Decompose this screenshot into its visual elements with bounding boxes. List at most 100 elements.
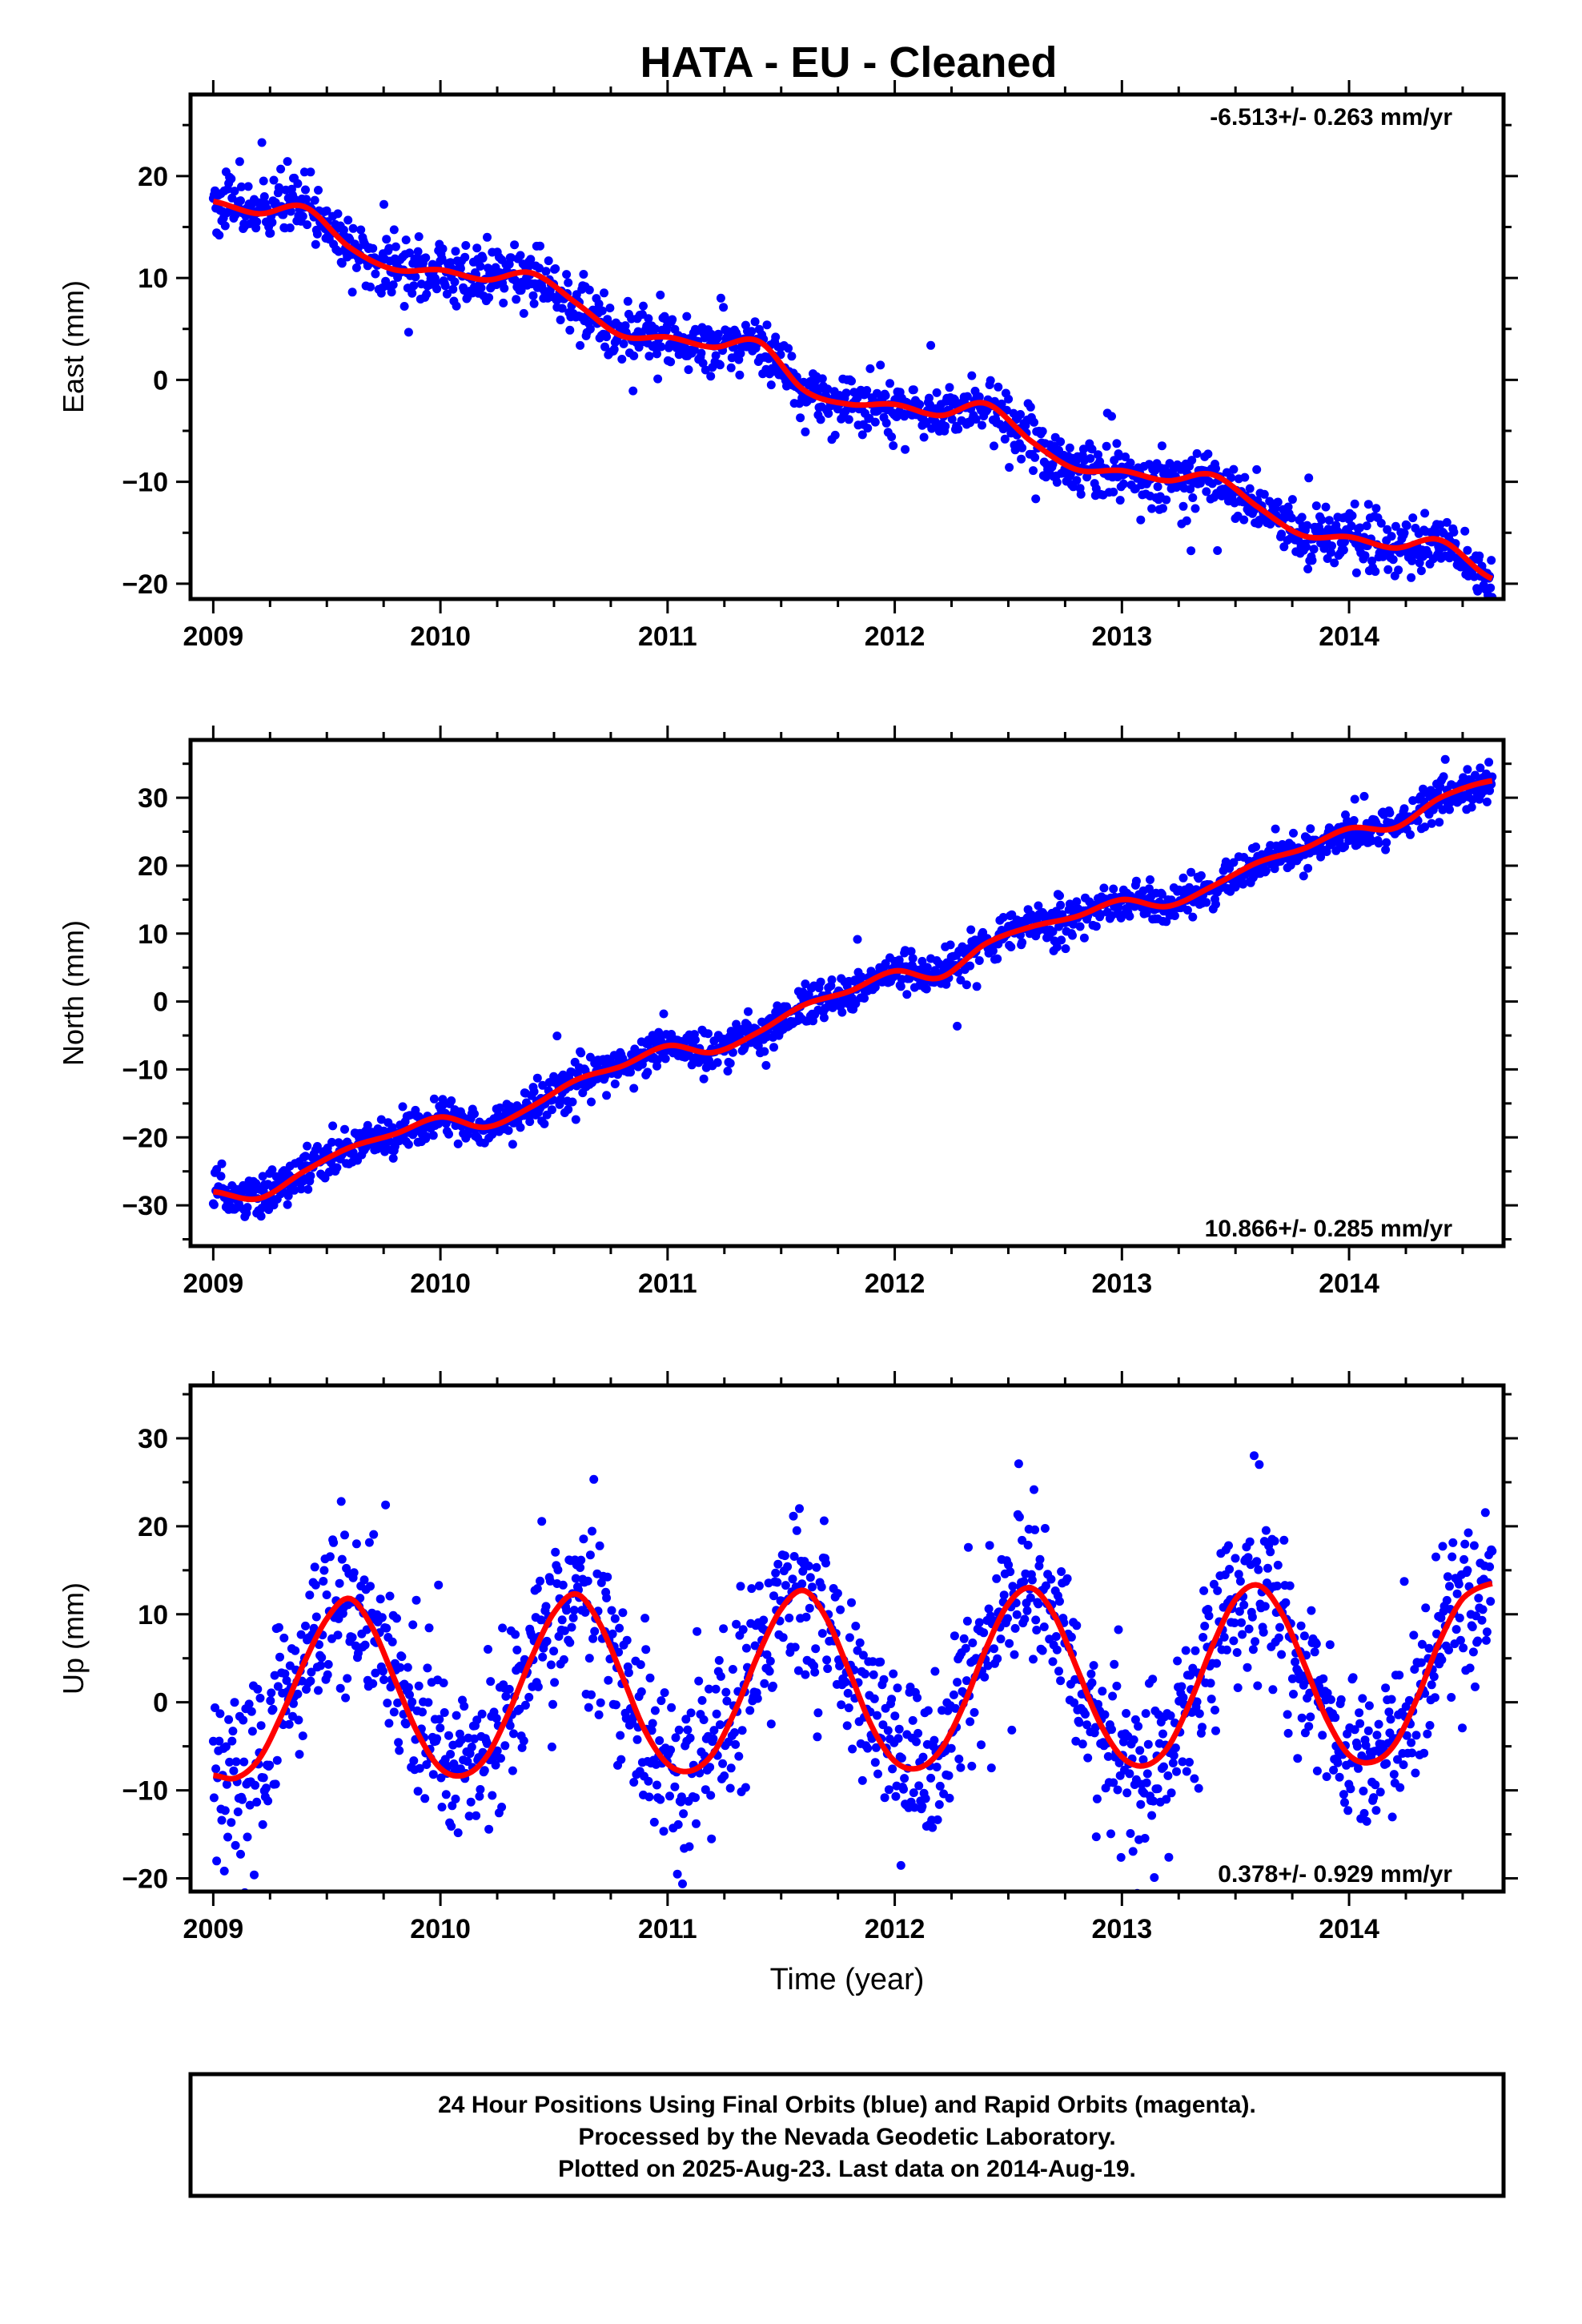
data-point <box>434 1580 444 1590</box>
data-point <box>1335 1772 1344 1782</box>
data-point <box>935 1781 945 1791</box>
data-point <box>885 379 894 388</box>
data-point <box>519 308 528 318</box>
data-point <box>538 1080 548 1090</box>
data-point <box>704 1029 713 1039</box>
data-point <box>915 400 925 409</box>
data-point <box>440 281 450 291</box>
data-point <box>389 225 399 235</box>
data-point <box>1092 1794 1102 1803</box>
data-point <box>265 1760 275 1770</box>
data-point <box>464 1811 474 1821</box>
data-point <box>461 241 471 250</box>
data-point <box>1322 1772 1331 1781</box>
data-point <box>293 1689 303 1699</box>
data-point <box>1388 555 1398 565</box>
data-point <box>836 1605 845 1614</box>
data-point <box>694 1676 704 1686</box>
data-point <box>1374 1719 1383 1729</box>
data-point <box>1263 1578 1271 1588</box>
data-point <box>1157 441 1166 451</box>
data-point <box>953 1021 962 1031</box>
data-point <box>1359 1787 1368 1795</box>
data-point <box>711 351 721 360</box>
data-point <box>1030 1525 1040 1534</box>
data-point <box>1032 1626 1042 1634</box>
data-point <box>472 1715 482 1725</box>
data-point <box>1012 1610 1022 1619</box>
data-point <box>986 376 995 385</box>
data-point <box>1387 1812 1397 1822</box>
data-point <box>1259 1627 1268 1637</box>
data-point <box>509 1729 518 1739</box>
data-point <box>902 990 912 999</box>
data-point <box>409 281 419 291</box>
data-point <box>1447 1552 1457 1562</box>
y-tick-label: 30 <box>138 783 168 814</box>
data-point <box>375 1594 385 1604</box>
data-point <box>629 1778 639 1787</box>
data-point <box>1471 1682 1480 1691</box>
data-point <box>1459 1643 1468 1653</box>
data-point <box>217 1815 227 1825</box>
data-point <box>1336 1695 1346 1704</box>
data-point <box>974 956 984 965</box>
data-point <box>1202 487 1211 497</box>
data-point <box>1103 1751 1113 1761</box>
data-point <box>992 1574 1002 1583</box>
data-point <box>286 207 295 216</box>
data-point <box>1019 1577 1029 1586</box>
data-point <box>1136 1799 1146 1809</box>
data-point <box>971 415 981 424</box>
data-point <box>379 1675 388 1684</box>
data-point <box>1268 1685 1278 1695</box>
data-point <box>808 1582 817 1592</box>
data-point <box>1355 1708 1364 1718</box>
data-point <box>505 1721 515 1731</box>
data-point <box>368 1679 378 1688</box>
data-point <box>499 298 508 308</box>
data-point <box>388 280 398 290</box>
data-point <box>1107 412 1116 421</box>
data-point <box>1333 1758 1343 1767</box>
data-point <box>1010 1650 1019 1659</box>
data-point <box>1081 1710 1090 1719</box>
data-point <box>1159 1762 1168 1771</box>
data-point <box>753 1694 762 1703</box>
data-point <box>1142 1769 1152 1779</box>
data-point <box>235 157 244 167</box>
data-point <box>366 282 375 292</box>
data-point <box>1051 1632 1061 1641</box>
x-tick-label: 2009 <box>183 621 244 652</box>
data-point <box>1389 1770 1399 1779</box>
data-point <box>1279 542 1289 552</box>
data-point <box>504 1684 514 1694</box>
data-point <box>1030 1485 1038 1494</box>
data-point <box>1329 1765 1339 1775</box>
data-point <box>293 179 303 188</box>
data-point <box>1243 1553 1253 1562</box>
data-point <box>557 304 567 313</box>
data-point <box>255 1694 265 1703</box>
data-point <box>925 393 934 403</box>
data-point <box>970 1707 979 1717</box>
data-point <box>1006 1567 1015 1577</box>
data-point <box>928 1823 938 1832</box>
data-point <box>728 1665 737 1674</box>
data-point <box>335 1578 344 1588</box>
data-point <box>323 1659 333 1669</box>
data-point <box>753 1041 763 1051</box>
data-point <box>1480 1508 1490 1518</box>
data-point <box>439 1679 448 1687</box>
data-point <box>841 388 851 398</box>
data-point <box>1070 1698 1079 1707</box>
data-point <box>737 1726 747 1735</box>
data-point <box>1166 1711 1175 1720</box>
data-point <box>536 241 544 251</box>
data-point <box>604 1675 613 1685</box>
data-point <box>381 1500 391 1510</box>
data-point <box>306 167 315 177</box>
data-point <box>1463 1566 1472 1575</box>
data-point <box>760 1047 769 1056</box>
data-point <box>496 1754 505 1763</box>
